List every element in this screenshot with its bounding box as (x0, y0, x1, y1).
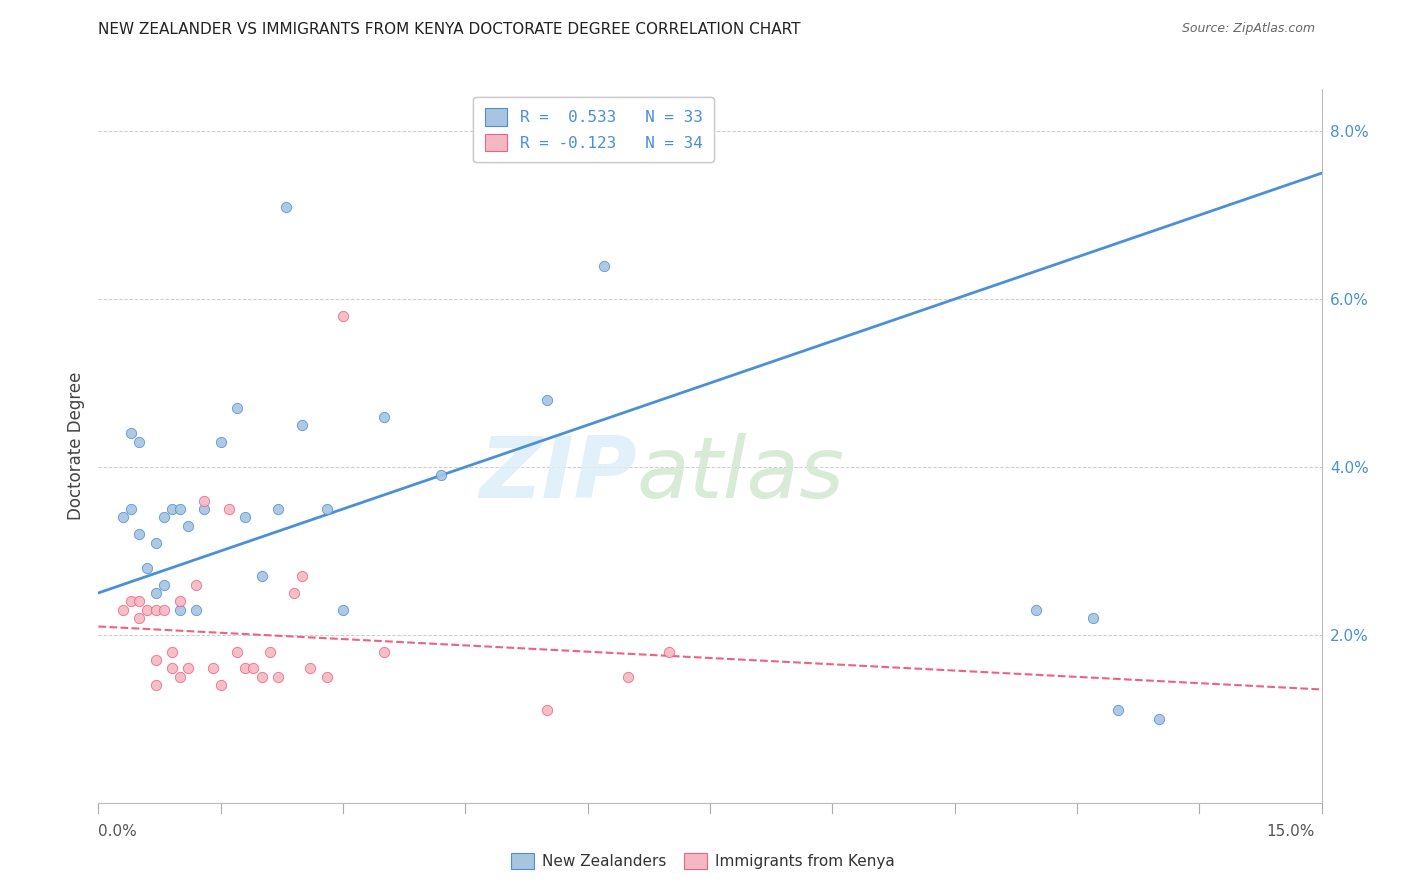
Point (242, 661, 264, 675)
Text: 0.0%: 0.0% (98, 824, 138, 838)
Point (233, 661, 256, 675)
Point (145, 678, 167, 692)
Point (177, 518, 200, 533)
Point (274, 200, 297, 214)
Point (332, 603, 354, 617)
Text: NEW ZEALANDER VS IMMIGRANTS FROM KENYA DOCTORATE DEGREE CORRELATION CHART: NEW ZEALANDER VS IMMIGRANTS FROM KENYA D… (98, 22, 801, 37)
Text: 15.0%: 15.0% (1267, 824, 1315, 838)
Point (145, 586, 167, 600)
Point (145, 603, 167, 617)
Point (145, 535, 167, 549)
Point (259, 645, 281, 659)
Text: Source: ZipAtlas.com: Source: ZipAtlas.com (1181, 22, 1315, 36)
Point (658, 645, 681, 659)
Point (283, 586, 305, 600)
Point (169, 502, 191, 516)
Point (1147, 712, 1170, 726)
Point (1107, 703, 1129, 717)
Point (120, 594, 142, 608)
Point (160, 645, 183, 659)
Point (160, 502, 183, 516)
Point (250, 670, 273, 684)
Text: atlas: atlas (637, 433, 845, 516)
Point (177, 661, 200, 675)
Point (233, 510, 256, 524)
Legend: New Zealanders, Immigrants from Kenya: New Zealanders, Immigrants from Kenya (505, 847, 901, 875)
Point (291, 569, 314, 583)
Point (536, 703, 558, 717)
Point (111, 510, 134, 524)
Point (169, 594, 191, 608)
Point (160, 661, 183, 675)
Point (128, 527, 150, 541)
Point (136, 603, 159, 617)
Point (291, 417, 314, 432)
Point (111, 603, 134, 617)
Point (1083, 611, 1105, 625)
Point (332, 309, 354, 323)
Point (145, 653, 167, 667)
Point (209, 678, 232, 692)
Point (315, 502, 337, 516)
Point (218, 502, 240, 516)
Point (169, 603, 191, 617)
Point (536, 392, 558, 407)
Point (1025, 603, 1047, 617)
Point (201, 661, 224, 675)
Point (136, 560, 159, 574)
Point (250, 569, 273, 583)
Point (193, 493, 215, 508)
Point (152, 577, 174, 591)
Point (152, 510, 174, 524)
Text: ZIP: ZIP (479, 433, 637, 516)
Point (128, 434, 150, 449)
Point (186, 603, 208, 617)
Point (267, 502, 290, 516)
Point (373, 645, 395, 659)
Point (299, 661, 322, 675)
Point (209, 434, 232, 449)
Point (169, 670, 191, 684)
Point (373, 409, 395, 424)
Point (120, 502, 142, 516)
Point (152, 603, 174, 617)
Point (128, 611, 150, 625)
Point (617, 670, 640, 684)
Point (128, 594, 150, 608)
Y-axis label: Doctorate Degree: Doctorate Degree (66, 372, 84, 520)
Point (186, 577, 208, 591)
Point (226, 401, 249, 416)
Legend: R =  0.533   N = 33, R = -0.123   N = 34: R = 0.533 N = 33, R = -0.123 N = 34 (474, 97, 714, 162)
Point (593, 259, 616, 273)
Point (430, 468, 453, 483)
Point (193, 502, 215, 516)
Point (226, 645, 249, 659)
Point (315, 670, 337, 684)
Point (267, 670, 290, 684)
Point (120, 426, 142, 441)
